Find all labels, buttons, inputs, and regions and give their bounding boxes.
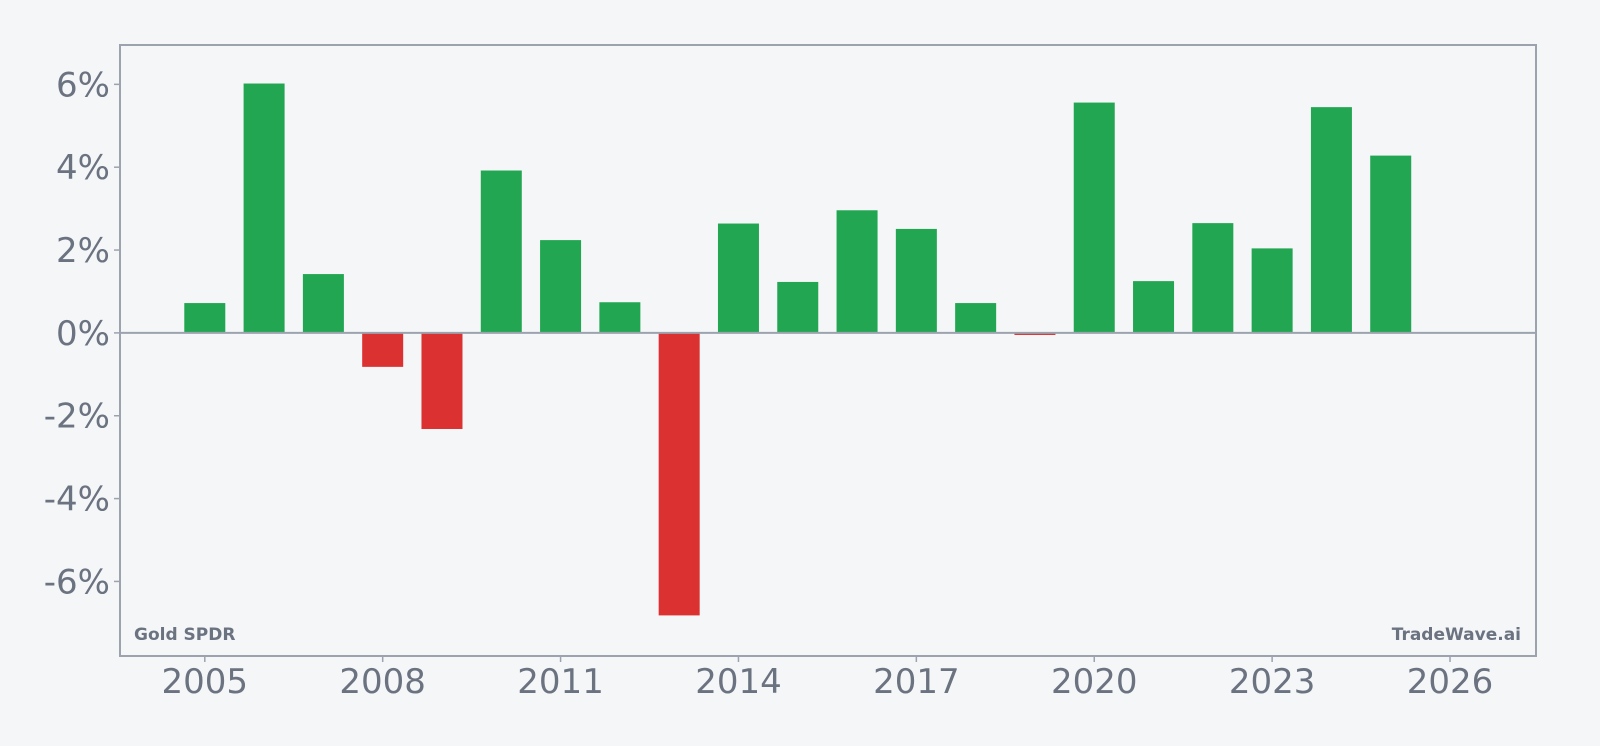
bar-2012 (599, 302, 641, 333)
x-tick-label: 2020 (1051, 662, 1138, 702)
bar-2013 (658, 332, 700, 616)
bar-2017 (895, 228, 937, 333)
y-tick-label: 0% (56, 314, 110, 354)
bar-2007 (302, 274, 344, 333)
bar-2005 (184, 303, 226, 333)
plot-frame (119, 44, 1537, 657)
bar-2020 (1073, 102, 1115, 333)
y-axis: -6% -4% -2% 0% 2% 4% 6% (44, 65, 120, 602)
x-tick-label: 2017 (873, 662, 960, 702)
bar-2006 (243, 83, 285, 333)
y-tick-label: -4% (44, 480, 110, 520)
bar-2024 (1310, 107, 1352, 333)
bar-2009 (421, 332, 463, 429)
bar-2019 (1014, 332, 1056, 335)
y-tick-label: 2% (56, 231, 110, 271)
bar-2016 (836, 210, 878, 333)
bar-2015 (777, 281, 819, 333)
bar-2008 (362, 332, 404, 367)
watermark-left: Gold SPDR (134, 625, 235, 645)
x-tick-label: 2011 (517, 662, 604, 702)
y-tick-label: -6% (44, 562, 110, 602)
bar-2025 (1370, 155, 1412, 333)
bar-2023 (1251, 248, 1293, 333)
bar-2014 (717, 223, 759, 333)
y-tick-label: 6% (56, 65, 110, 105)
x-tick-label: 2023 (1229, 662, 1316, 702)
bars-layer (184, 83, 1412, 616)
x-tick-label: 2005 (162, 662, 249, 702)
bar-2010 (480, 170, 522, 333)
x-axis: 2005 2008 2011 2014 2017 2020 2023 2026 (162, 656, 1494, 702)
x-tick-label: 2026 (1407, 662, 1494, 702)
y-tick-label: -2% (44, 397, 110, 437)
bar-2018 (955, 303, 997, 333)
bar-2021 (1133, 281, 1175, 333)
watermark-right: TradeWave.ai (1392, 625, 1521, 645)
bar-2022 (1192, 223, 1234, 333)
x-tick-label: 2008 (339, 662, 426, 702)
bar-2011 (540, 240, 582, 333)
y-tick-label: 4% (56, 148, 110, 188)
x-tick-label: 2014 (695, 662, 782, 702)
